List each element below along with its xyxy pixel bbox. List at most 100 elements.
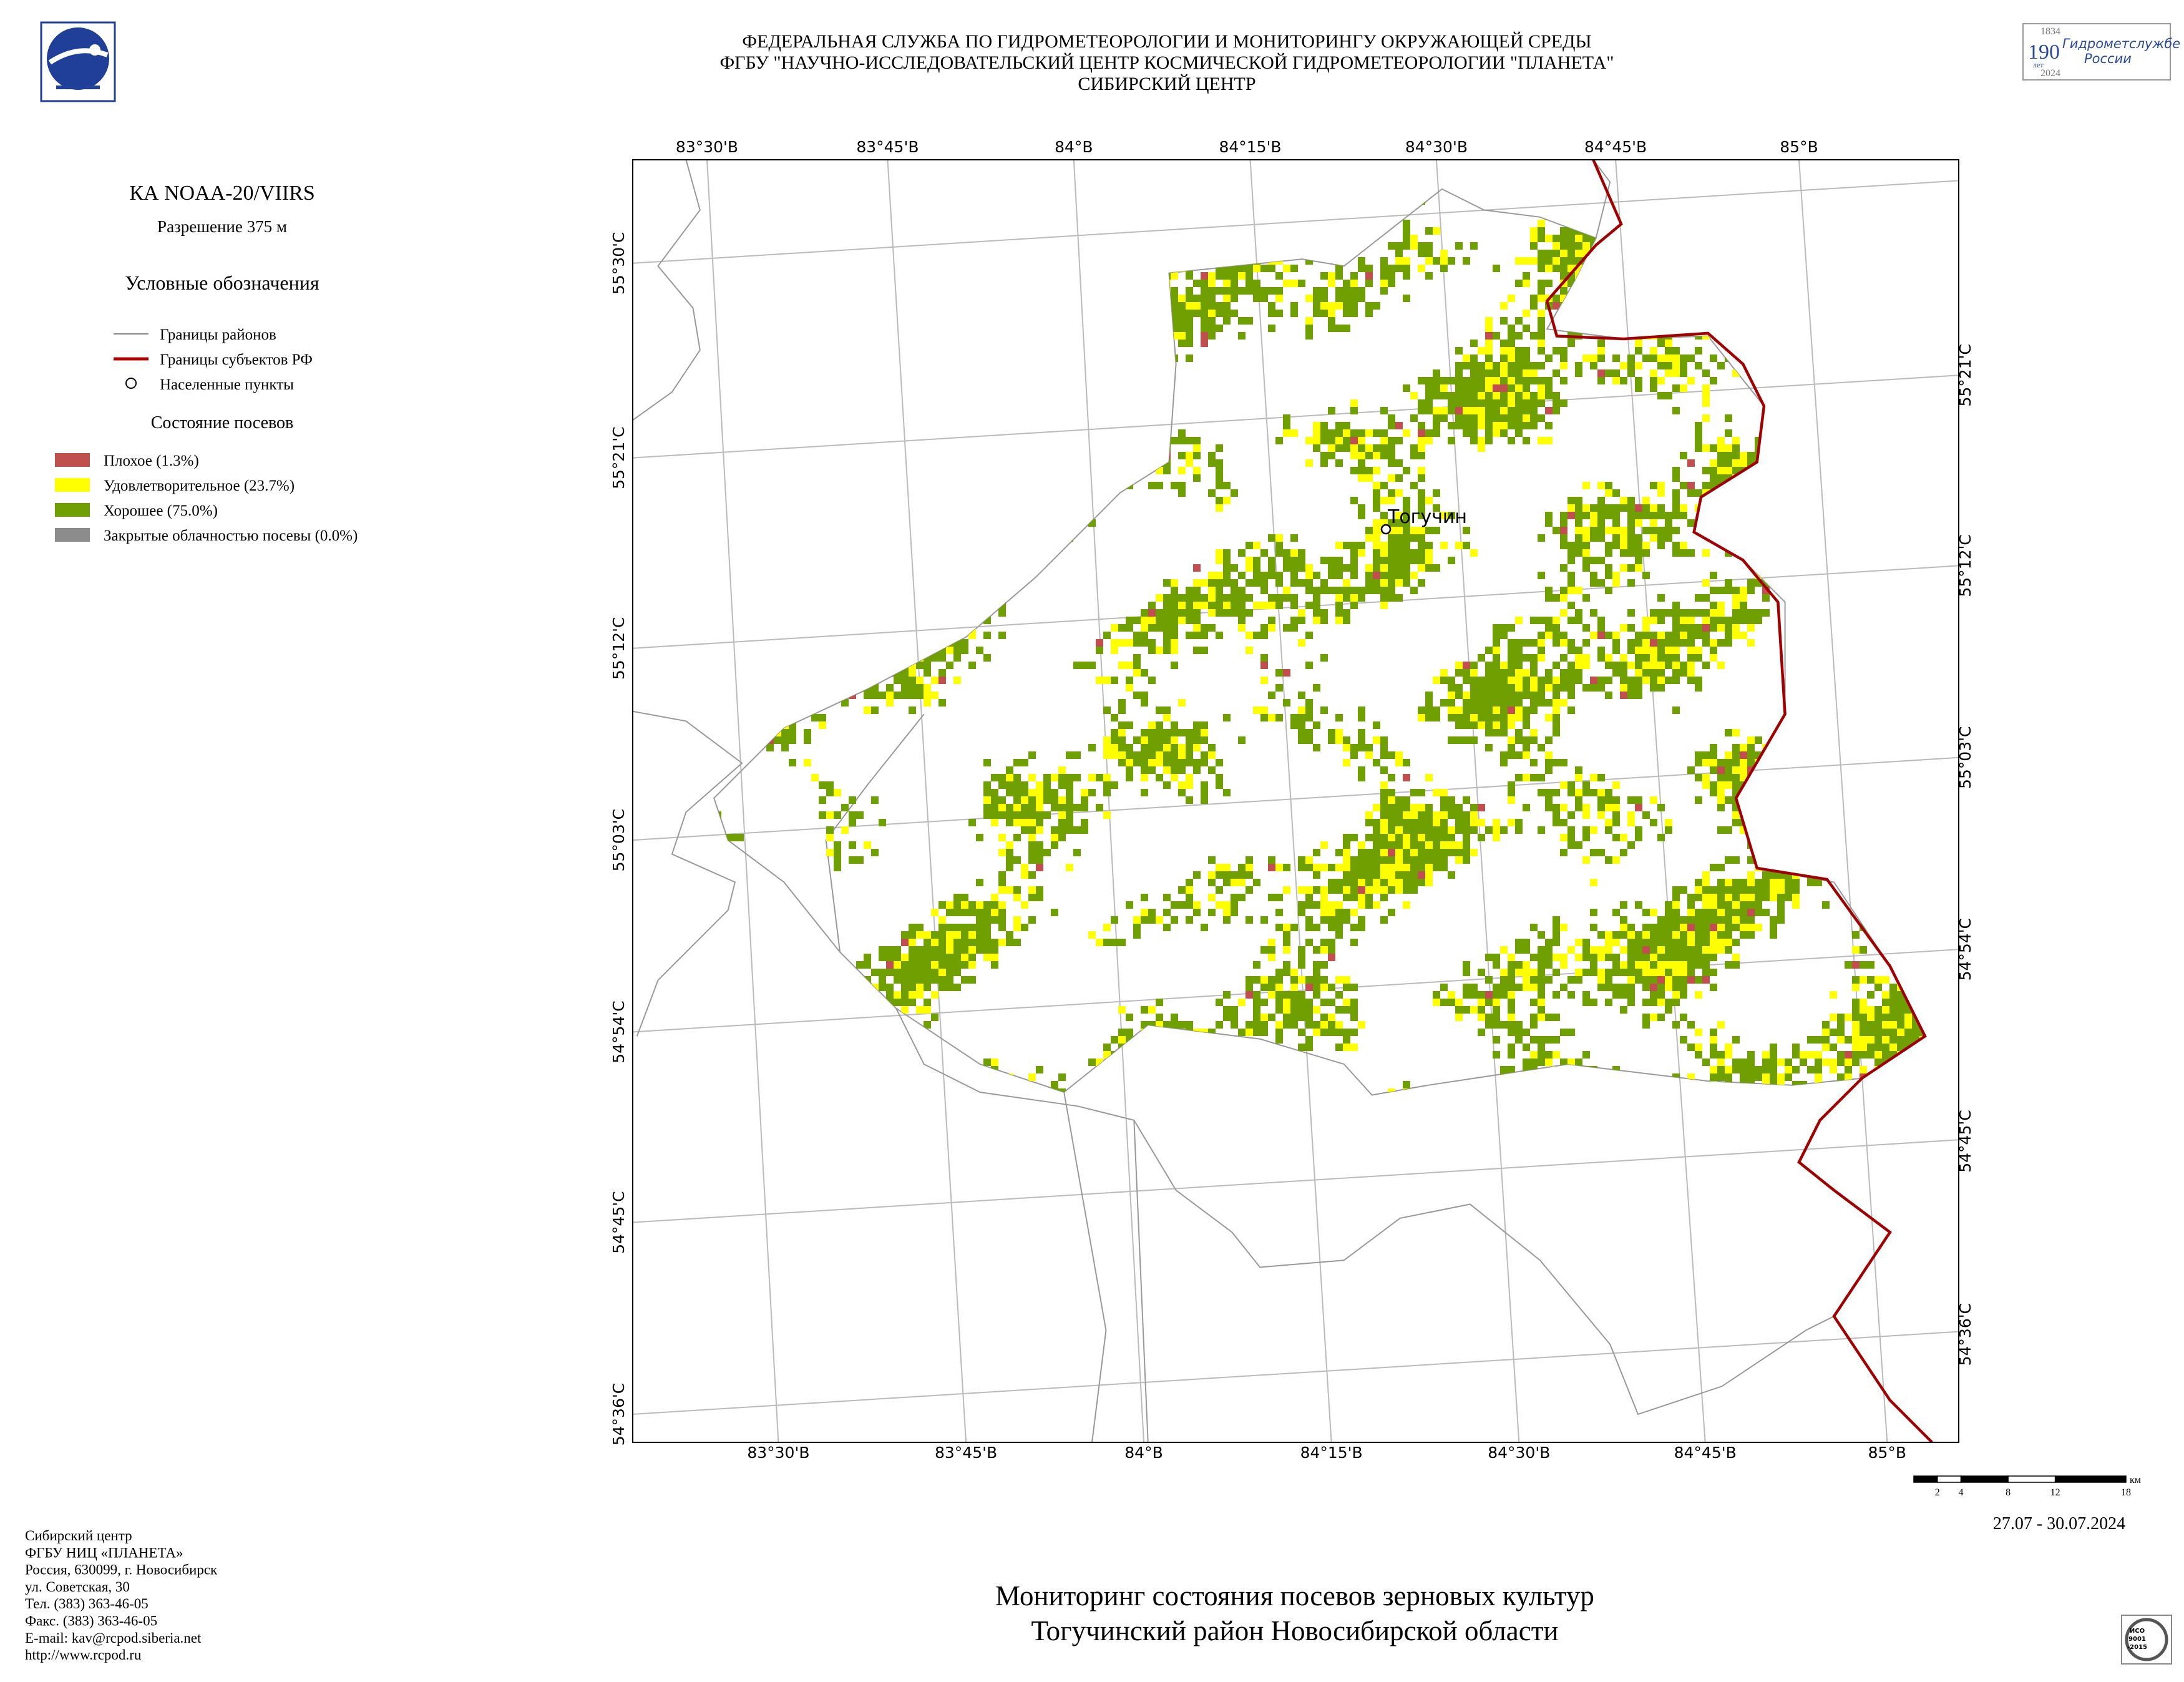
crop-cell	[1672, 931, 1680, 939]
crop-cell	[1605, 654, 1612, 662]
crop-cell	[1051, 834, 1058, 841]
crop-cell	[1725, 879, 1732, 886]
crop-cell	[1560, 632, 1567, 639]
crop-cell	[1582, 504, 1590, 512]
crop-cell	[1246, 609, 1253, 617]
crop-cell	[1335, 729, 1343, 736]
crop-cell	[879, 819, 886, 826]
crop-cell	[1448, 377, 1455, 384]
crop-cell	[1448, 736, 1455, 744]
crop-cell	[1597, 804, 1605, 811]
crop-cell	[1590, 512, 1597, 519]
crop-cell	[1290, 557, 1298, 564]
crop-cell	[1403, 557, 1410, 564]
crop-cell	[1672, 677, 1680, 684]
crop-cell	[1493, 692, 1500, 699]
crop-cell	[1553, 632, 1560, 639]
crop-cell	[1193, 474, 1201, 482]
crop-cell	[1740, 587, 1747, 594]
crop-cell	[1732, 924, 1740, 931]
crop-cell	[1717, 916, 1725, 924]
crop-cell	[1560, 609, 1567, 617]
crop-cell	[1545, 624, 1553, 632]
crop-cell	[1523, 272, 1530, 280]
crop-cell	[1028, 834, 1036, 841]
crop-cell	[1111, 939, 1118, 946]
crop-cell	[1657, 662, 1665, 669]
crop-cell	[1006, 864, 1013, 871]
crop-cell	[1425, 692, 1433, 699]
crop-cell	[1635, 654, 1642, 662]
crop-cell	[1216, 474, 1223, 482]
crop-cell	[1605, 789, 1612, 796]
crop-cell	[1523, 347, 1530, 354]
crop-cell	[1508, 714, 1515, 721]
crop-cell	[1193, 587, 1201, 594]
crop-cell	[1672, 512, 1680, 519]
crop-cell	[1186, 302, 1193, 310]
crop-cell	[1208, 332, 1216, 340]
crop-cell	[1380, 542, 1388, 549]
crop-cell	[1508, 796, 1515, 804]
crop-cell	[1021, 811, 1028, 819]
crop-cell	[1298, 729, 1305, 736]
crop-cell	[1395, 564, 1403, 572]
crop-cell	[894, 677, 901, 684]
crop-cell	[1553, 931, 1560, 939]
crop-cell	[1335, 931, 1343, 939]
crop-cell	[1665, 354, 1672, 362]
crop-cell	[1163, 909, 1171, 916]
crop-cell	[1792, 879, 1800, 886]
crop-cell	[1687, 669, 1695, 677]
crop-cell	[1350, 437, 1358, 444]
crop-cell	[1657, 617, 1665, 624]
crop-cell	[1208, 272, 1216, 280]
crop-cell	[1395, 759, 1403, 766]
crop-cell	[1403, 564, 1410, 572]
crop-cell	[1433, 489, 1440, 497]
crop-cell	[1036, 886, 1043, 894]
crop-cell	[1672, 916, 1680, 924]
crop-cell	[1433, 564, 1440, 572]
crop-cell	[1148, 766, 1156, 774]
crop-cell	[1567, 677, 1575, 684]
crop-cell	[1702, 924, 1710, 931]
crop-cell	[1455, 377, 1463, 384]
crop-cell	[1470, 804, 1478, 811]
crop-cell	[1523, 669, 1530, 677]
crop-cell	[1305, 864, 1313, 871]
crop-cell	[1710, 751, 1717, 759]
crop-cell	[1403, 549, 1410, 557]
crop-cell	[1500, 399, 1508, 407]
crop-cell	[1567, 512, 1575, 519]
crop-cell	[1538, 572, 1545, 579]
crop-cell	[1365, 534, 1373, 542]
crop-cell	[1515, 751, 1523, 759]
crop-cell	[1343, 542, 1350, 549]
crop-cell	[1238, 265, 1246, 272]
crop-cell	[1283, 587, 1290, 594]
crop-cell	[916, 662, 924, 669]
crop-cell	[1388, 886, 1395, 894]
crop-cell	[1298, 721, 1305, 729]
crop-cell	[1530, 677, 1538, 684]
crop-cell	[1365, 572, 1373, 579]
crop-cell	[1687, 924, 1695, 931]
crop-cell	[1118, 736, 1126, 744]
crop-cell	[1500, 302, 1508, 310]
crop-cell	[1560, 564, 1567, 572]
crop-cell	[1672, 369, 1680, 377]
crop-cell	[968, 939, 976, 946]
crop-cell	[1620, 692, 1627, 699]
crop-cell	[1635, 542, 1642, 549]
crop-cell	[1740, 452, 1747, 459]
crop-cell	[1380, 751, 1388, 759]
crop-cell	[1186, 736, 1193, 744]
crop-cell	[1246, 317, 1253, 325]
crop-cell	[1425, 834, 1433, 841]
crop-cell	[1687, 894, 1695, 901]
crop-cell	[736, 834, 744, 841]
crop-cell	[1560, 399, 1567, 407]
crop-cell	[1433, 414, 1440, 422]
crop-cell	[1126, 662, 1133, 669]
